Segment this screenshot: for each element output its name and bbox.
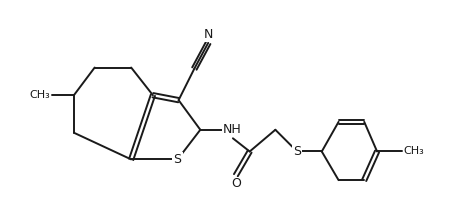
Text: S: S — [174, 153, 182, 166]
Text: S: S — [293, 145, 301, 158]
Text: CH₃: CH₃ — [404, 147, 424, 157]
Text: S: S — [293, 145, 301, 158]
Text: O: O — [231, 177, 241, 190]
Text: N: N — [203, 28, 213, 41]
Text: S: S — [174, 153, 182, 166]
Text: CH₃: CH₃ — [29, 90, 50, 100]
Text: NH: NH — [223, 123, 242, 136]
